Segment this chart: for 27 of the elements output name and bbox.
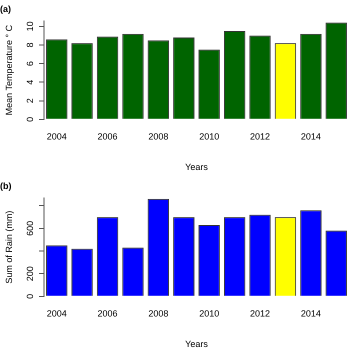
y-tick-label: 10: [24, 21, 35, 32]
x-tick-label: 2014: [300, 308, 321, 318]
x-tick-label: 2006: [98, 308, 118, 318]
x-tick-label: 2012: [250, 131, 270, 142]
x-axis-title: Years: [185, 339, 208, 350]
x-tick-label: 2010: [199, 131, 220, 142]
y-tick-label: 6: [24, 61, 35, 66]
y-axis-title: Mean Temperature ° C: [4, 24, 14, 116]
chart-title: (a): [0, 4, 11, 14]
x-tick-label: 2008: [148, 131, 168, 142]
y-tick-label: 600: [24, 220, 35, 236]
x-tick-label: 2012: [250, 308, 270, 318]
x-tick-label: 2006: [98, 131, 118, 142]
x-tick-label: 2010: [199, 308, 220, 318]
y-tick-label: 0: [24, 116, 35, 122]
x-axis-title: Years: [185, 162, 208, 172]
y-tick-label: 0: [24, 294, 35, 299]
x-tick-label: 2004: [46, 308, 67, 318]
chart-title: (b): [0, 180, 12, 191]
x-tick-label: 2014: [300, 131, 321, 142]
x-tick-label: 2004: [46, 131, 67, 142]
y-tick-label: 2: [24, 98, 35, 104]
x-tick-label: 2008: [148, 308, 168, 318]
y-tick-label: 8: [24, 42, 35, 48]
y-tick-label: 200: [24, 266, 35, 282]
y-tick-label: 4: [24, 80, 35, 85]
y-axis-title: Sum of Rain (mm): [4, 210, 14, 284]
